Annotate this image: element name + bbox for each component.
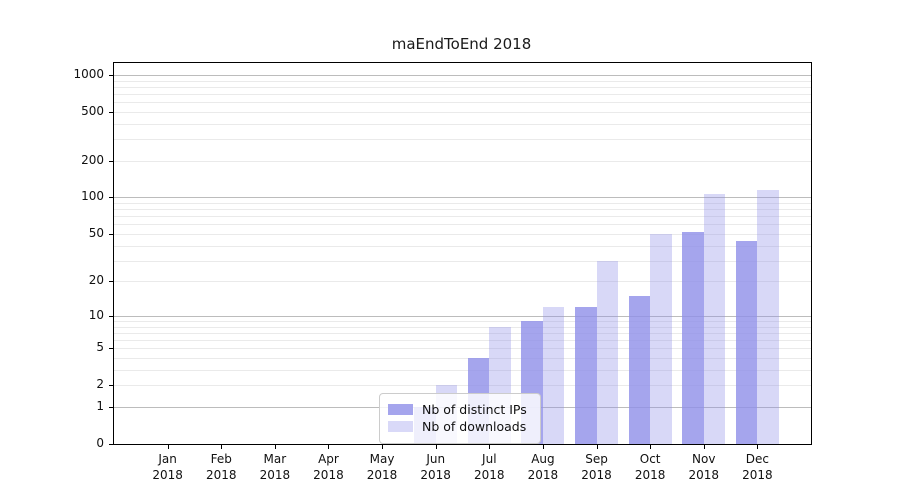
bar-distinct-ips-nov-2018 — [682, 231, 704, 444]
minor-gridline — [114, 102, 811, 104]
x-tick-label: Aug 2018 — [527, 452, 559, 482]
chart-title: maEndToEnd 2018 — [391, 35, 532, 53]
x-tick-mark — [382, 445, 384, 449]
x-tick-mark — [167, 445, 169, 449]
y-tick-mark — [109, 315, 113, 317]
legend-item-downloads: Nb of downloads — [388, 419, 531, 434]
x-tick-label: Sep 2018 — [581, 452, 612, 482]
bar-distinct-ips-oct-2018 — [628, 295, 651, 444]
minor-gridline — [114, 86, 811, 88]
y-tick-label: 50 — [88, 225, 104, 240]
y-tick-label: 1 — [96, 398, 104, 413]
y-tick-mark — [109, 281, 113, 283]
major-gridline — [114, 315, 811, 317]
minor-gridline — [114, 216, 811, 218]
x-tick-label: Dec 2018 — [742, 452, 773, 482]
bar-downloads-aug-2018 — [542, 306, 565, 444]
y-tick-label: 5 — [96, 340, 104, 355]
y-tick-label: 500 — [81, 103, 104, 118]
minor-gridline — [114, 320, 811, 322]
x-tick-mark — [489, 445, 491, 449]
y-tick-mark — [109, 444, 113, 445]
x-tick-label: Feb 2018 — [205, 452, 237, 482]
bar-downloads-sep-2018 — [596, 260, 619, 444]
minor-gridline — [114, 332, 811, 334]
x-tick-mark — [328, 445, 330, 449]
minor-gridline — [114, 111, 811, 113]
minor-gridline — [114, 348, 811, 350]
minor-gridline — [114, 139, 811, 141]
x-tick-mark — [542, 445, 544, 449]
plot-area: Nb of distinct IPs Nb of downloads Jan 20… — [109, 62, 812, 482]
y-tick-mark — [109, 348, 113, 350]
y-tick-label: 0 — [96, 436, 104, 450]
x-tick-mark — [757, 445, 759, 449]
y-tick-label: 1000 — [73, 66, 104, 81]
bar-downloads-dec-2018 — [757, 190, 779, 444]
minor-gridline — [114, 245, 811, 247]
legend-item-distinct-ips: Nb of distinct IPs — [388, 402, 531, 417]
minor-gridline — [114, 281, 811, 283]
y-tick-label: 2 — [96, 377, 104, 392]
minor-gridline — [114, 160, 811, 162]
x-tick-label: Oct 2018 — [634, 452, 666, 482]
minor-gridline — [114, 326, 811, 328]
y-tick-label: 20 — [88, 273, 104, 288]
bar-distinct-ips-dec-2018 — [735, 240, 758, 444]
major-gridline — [114, 197, 811, 199]
x-tick-mark — [221, 445, 223, 449]
x-tick-label: May 2018 — [366, 452, 398, 482]
x-tick-label: Jan 2018 — [152, 452, 183, 482]
y-tick-label: 100 — [81, 189, 104, 204]
downloads-swatch — [388, 421, 413, 432]
legend: Nb of distinct IPs Nb of downloads — [379, 393, 541, 444]
y-tick-label: 200 — [81, 152, 104, 167]
minor-gridline — [114, 123, 811, 125]
x-tick-label: Apr 2018 — [313, 452, 344, 482]
minor-gridline — [114, 209, 811, 211]
y-tick-label: 10 — [88, 307, 104, 322]
minor-gridline — [114, 369, 811, 371]
minor-gridline — [114, 224, 811, 226]
bar-downloads-oct-2018 — [650, 233, 672, 444]
x-tick-mark — [274, 445, 276, 449]
y-tick-mark — [109, 385, 113, 387]
bar-distinct-ips-sep-2018 — [575, 306, 597, 444]
bar-downloads-nov-2018 — [703, 194, 726, 444]
y-tick-mark — [109, 74, 113, 76]
x-tick-mark — [596, 445, 598, 449]
minor-gridline — [114, 385, 811, 387]
distinct-ips-swatch — [388, 404, 413, 415]
x-tick-mark — [435, 445, 437, 449]
x-tick-label: Mar 2018 — [259, 452, 291, 482]
legend-label-downloads: Nb of downloads — [422, 419, 527, 434]
minor-gridline — [114, 260, 811, 262]
x-tick-mark — [650, 445, 652, 449]
minor-gridline — [114, 233, 811, 235]
minor-gridline — [114, 340, 811, 342]
x-tick-label: Nov 2018 — [688, 452, 720, 482]
y-tick-mark — [109, 197, 113, 199]
y-tick-mark — [109, 406, 113, 408]
minor-gridline — [114, 80, 811, 82]
legend-label-distinct-ips: Nb of distinct IPs — [422, 402, 527, 417]
major-gridline — [114, 74, 811, 76]
x-tick-label: Jun 2018 — [420, 452, 451, 482]
minor-gridline — [114, 358, 811, 360]
minor-gridline — [114, 203, 811, 204]
x-tick-label: Jul 2018 — [474, 452, 505, 482]
y-tick-mark — [109, 160, 113, 162]
x-tick-mark — [703, 445, 705, 449]
minor-gridline — [114, 93, 811, 95]
y-tick-mark — [109, 233, 113, 235]
y-tick-mark — [109, 111, 113, 113]
